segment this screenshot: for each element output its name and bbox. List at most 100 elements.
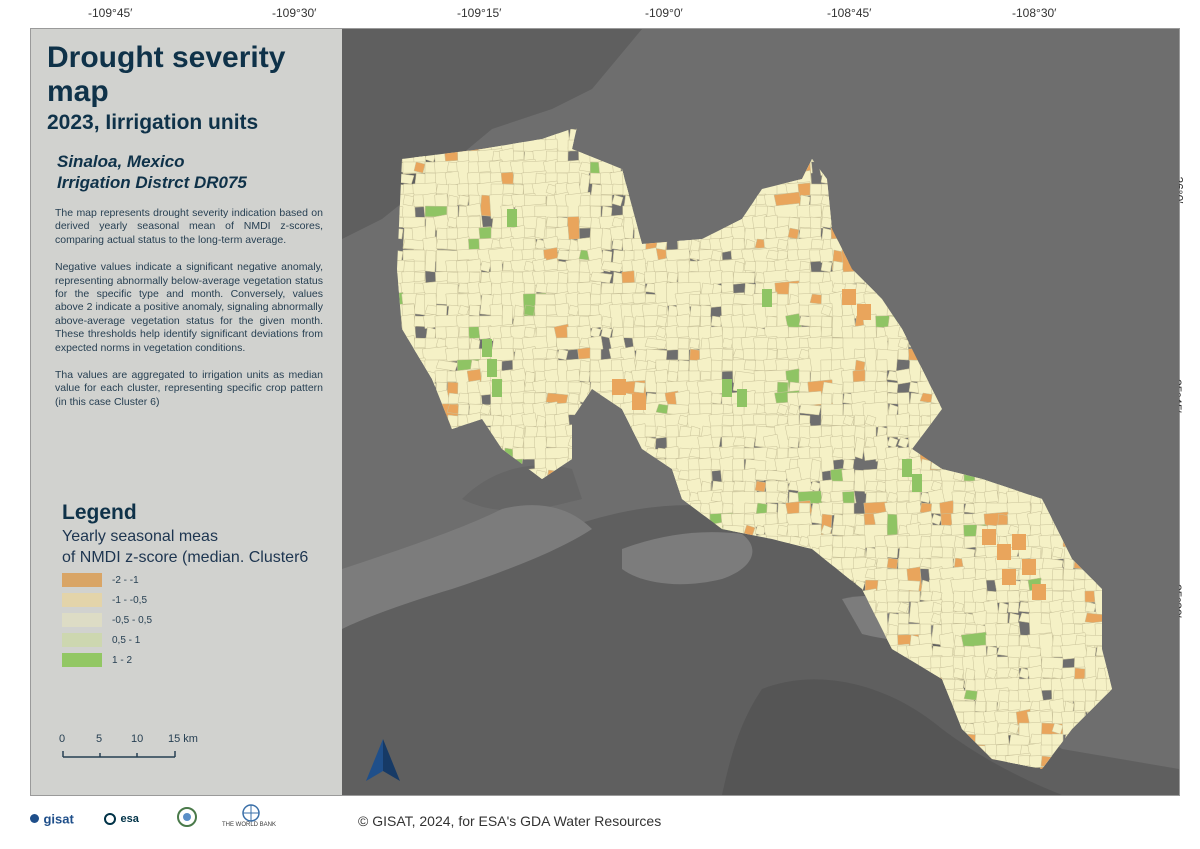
map-title: Drought severity map <box>47 41 286 108</box>
irrigation-unit <box>600 194 613 207</box>
legend-label: -1 - -0,5 <box>112 594 148 606</box>
description-paragraph: Negative values indicate a significant n… <box>55 261 323 354</box>
irrigation-unit <box>589 348 602 361</box>
irrigation-unit <box>402 194 415 207</box>
map-subtitle: 2023, Iirrigation units <box>47 111 259 134</box>
irrigation-unit <box>445 347 460 362</box>
irrigation-unit <box>1062 579 1075 592</box>
map-area[interactable] <box>342 29 1179 795</box>
longitude-tick: -109°0′ <box>645 6 683 20</box>
irrigation-unit <box>765 469 789 482</box>
irrigation-unit <box>434 369 449 384</box>
legend-title: Legend <box>62 501 137 524</box>
north-arrow-icon <box>366 739 400 781</box>
irrigation-unit <box>721 271 734 284</box>
irrigation-unit <box>600 227 613 251</box>
gisat-label: gisat <box>43 811 74 827</box>
map-frame <box>30 28 1180 796</box>
irrigation-unit <box>897 601 910 614</box>
irrigation-unit <box>644 337 668 350</box>
globe-badge-icon <box>177 807 197 827</box>
irrigation-unit <box>490 348 514 361</box>
esa-ring-icon <box>104 812 116 825</box>
longitude-tick: -108°30′ <box>1012 6 1057 20</box>
irrigation-unit <box>1007 601 1020 614</box>
irrigation-unit <box>753 226 768 241</box>
irrigation-unit <box>1007 722 1020 735</box>
irrigation-unit <box>632 394 646 410</box>
irrigation-unit <box>487 359 497 377</box>
longitude-tick: -109°45′ <box>88 6 133 20</box>
irrigation-unit <box>741 313 758 330</box>
longitude-tick: -109°30′ <box>272 6 317 20</box>
irrigation-unit <box>523 304 536 317</box>
irrigation-unit <box>710 249 723 262</box>
irrigation-unit <box>501 304 514 328</box>
irrigation-unit <box>655 425 668 438</box>
irrigation-unit <box>886 381 899 394</box>
irrigation-unit <box>797 182 812 197</box>
legend-item: -2 - -1 <box>62 570 152 590</box>
irrigation-unit <box>952 667 965 680</box>
description: The map represents drought severity indi… <box>55 207 323 423</box>
irrigation-unit <box>765 447 778 460</box>
irrigation-unit <box>402 238 426 251</box>
irrigation-unit <box>732 271 756 284</box>
irrigation-unit <box>908 590 921 603</box>
irrigation-unit <box>809 458 822 482</box>
irrigation-unit <box>842 458 855 471</box>
irrigation-unit <box>841 468 856 483</box>
irrigation-unit <box>688 293 701 306</box>
description-paragraph: Tha values are aggregated to irrigation … <box>55 369 323 408</box>
irrigation-unit <box>556 348 569 361</box>
irrigation-unit <box>556 172 569 185</box>
irrigation-unit <box>677 348 690 361</box>
irrigation-unit <box>677 337 690 350</box>
worldbank-globe-icon <box>242 804 260 822</box>
legend-label: 1 - 2 <box>112 654 133 666</box>
irrigation-unit <box>819 248 834 263</box>
irrigation-unit <box>1012 534 1026 550</box>
irrigation-unit <box>677 414 690 427</box>
irrigation-unit <box>489 303 504 318</box>
irrigation-unit <box>754 480 767 493</box>
irrigation-unit <box>644 425 657 438</box>
scale-bar-line <box>62 751 176 758</box>
irrigation-unit <box>688 337 701 350</box>
irrigation-unit <box>507 209 517 227</box>
region-line-1: Sinaloa, Mexico <box>57 152 185 171</box>
irrigation-unit <box>622 326 635 339</box>
irrigation-unit <box>1051 546 1064 559</box>
irrigation-unit <box>862 401 890 429</box>
worldbank-logo: THE WORLD BANK <box>222 804 276 828</box>
map-canvas[interactable] <box>342 29 1179 795</box>
irrigation-unit <box>1084 601 1097 614</box>
irrigation-unit <box>1002 569 1016 585</box>
scale-label: 10 <box>131 733 144 745</box>
irrigation-unit <box>820 216 833 229</box>
irrigation-unit <box>831 502 844 515</box>
irrigation-unit <box>857 304 871 320</box>
region-line-2: Irrigation Distrct DR075 <box>57 173 247 192</box>
esa-logo: esa <box>104 810 139 828</box>
irrigation-unit <box>1040 678 1053 691</box>
irrigation-unit <box>512 447 525 460</box>
legend-item: -0,5 - 0,5 <box>62 610 152 630</box>
irrigation-unit <box>1018 656 1031 669</box>
irrigation-unit <box>1032 584 1046 600</box>
irrigation-unit <box>996 612 1009 625</box>
legend-swatch <box>62 653 102 667</box>
irrigation-unit <box>424 249 437 273</box>
irrigation-unit <box>776 480 789 493</box>
irrigation-unit <box>842 289 856 305</box>
legend-swatch <box>62 573 102 587</box>
irrigation-unit <box>587 258 604 275</box>
irrigation-unit <box>556 205 569 218</box>
irrigation-unit <box>897 392 910 405</box>
irrigation-unit <box>500 171 515 186</box>
irrigation-unit <box>897 348 910 361</box>
irrigation-unit <box>478 281 493 296</box>
irrigation-unit <box>457 194 470 207</box>
irrigation-unit <box>567 304 580 317</box>
legend-label: -0,5 - 0,5 <box>112 614 153 626</box>
